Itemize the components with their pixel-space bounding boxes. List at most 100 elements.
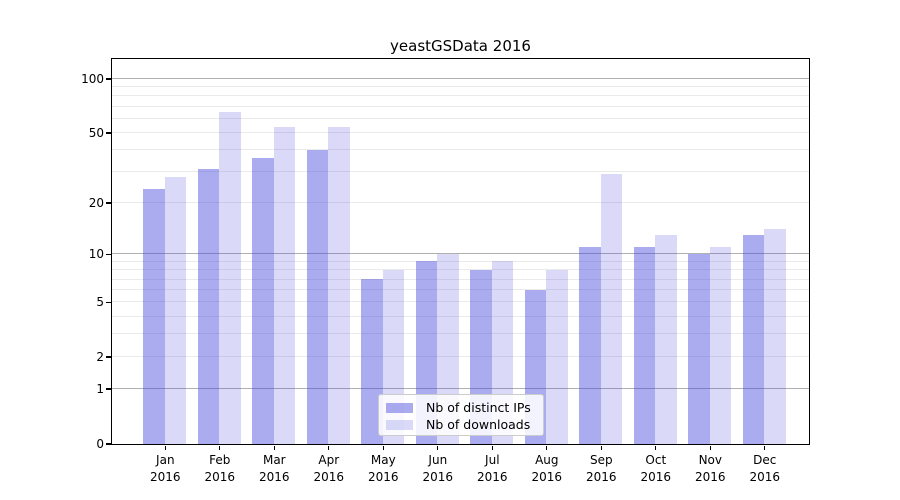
x-tick-year: 2016 — [150, 469, 181, 484]
gridline-5 — [111, 301, 809, 303]
x-tick-year: 2016 — [259, 469, 290, 484]
y-tick-label-5: 5 — [96, 295, 104, 310]
chart-title: yeastGSData 2016 — [390, 37, 531, 55]
x-tick-month: Jun — [428, 453, 448, 467]
x-tick-mark-aug — [546, 445, 548, 450]
x-tick-month: Aug — [535, 453, 559, 467]
x-tick-month: Dec — [753, 453, 777, 467]
x-tick-label-jul: Jul 2016 — [462, 452, 522, 485]
bar-feb-downloads — [219, 112, 241, 444]
legend-swatch-distinct-ips — [386, 402, 413, 413]
gridline-100 — [111, 77, 809, 79]
x-tick-mark-mar — [273, 445, 275, 450]
y-tick-mark-2 — [106, 356, 111, 358]
legend-label-distinct-ips: Nb of distinct IPs — [426, 400, 531, 415]
bar-jan-downloads — [164, 177, 187, 444]
y-tick-mark-100 — [106, 78, 111, 80]
x-tick-mark-apr — [328, 445, 330, 450]
gridline-2 — [111, 356, 809, 358]
bar-dec-downloads — [764, 229, 786, 444]
x-tick-year: 2016 — [586, 469, 617, 484]
x-tick-label-oct: Oct 2016 — [626, 452, 686, 485]
y-tick-label-10: 10 — [88, 247, 104, 262]
x-tick-mark-feb — [219, 445, 221, 450]
x-tick-year: 2016 — [368, 469, 399, 484]
gridline-4 — [111, 315, 809, 317]
legend-swatch-downloads — [386, 419, 413, 430]
x-tick-label-may: May 2016 — [353, 452, 413, 485]
x-tick-mark-sep — [600, 445, 602, 450]
x-tick-year: 2016 — [695, 469, 726, 484]
y-tick-mark-50 — [106, 132, 111, 134]
gridline-3 — [111, 333, 809, 335]
x-tick-mark-may — [382, 445, 384, 450]
x-tick-mark-nov — [709, 445, 711, 450]
y-tick-label-20: 20 — [88, 196, 104, 211]
bar-oct-distinct-ips — [633, 246, 656, 444]
x-tick-month: Oct — [645, 453, 667, 467]
legend: Nb of distinct IPs Nb of downloads — [378, 394, 544, 436]
x-tick-mark-jun — [437, 445, 439, 450]
plot-area — [110, 57, 810, 445]
y-tick-mark-1 — [106, 388, 111, 390]
x-tick-month: May — [370, 453, 396, 467]
legend-item-distinct-ips: Nb of distinct IPs — [379, 399, 543, 416]
gridline-8 — [111, 269, 809, 271]
x-tick-year: 2016 — [313, 469, 345, 484]
y-tick-label-100: 100 — [81, 71, 104, 86]
bar-may-distinct-ips — [361, 279, 383, 444]
bar-nov-downloads — [709, 246, 732, 444]
gridline-60 — [111, 117, 809, 119]
bar-nov-distinct-ips — [688, 253, 710, 444]
bar-mar-downloads — [273, 126, 296, 444]
x-tick-month: Feb — [209, 453, 231, 467]
x-tick-month: Apr — [318, 453, 340, 467]
x-tick-mark-oct — [655, 445, 657, 450]
x-tick-month: Mar — [262, 453, 286, 467]
x-tick-mark-dec — [764, 445, 766, 450]
x-tick-label-sep: Sep 2016 — [571, 452, 631, 485]
x-tick-label-dec: Dec 2016 — [735, 452, 795, 485]
y-tick-mark-0 — [106, 443, 111, 445]
gridline-50 — [111, 132, 809, 134]
x-tick-label-aug: Aug 2016 — [517, 452, 577, 485]
bar-apr-downloads — [328, 126, 350, 444]
y-tick-label-2: 2 — [96, 350, 104, 365]
x-tick-label-nov: Nov 2016 — [680, 452, 740, 485]
gridline-10 — [111, 253, 809, 255]
bar-apr-distinct-ips — [306, 149, 329, 444]
bar-mar-distinct-ips — [252, 157, 274, 444]
y-tick-label-1: 1 — [96, 382, 104, 397]
x-tick-label-mar: Mar 2016 — [244, 452, 304, 485]
gridline-30 — [111, 171, 809, 173]
x-tick-month: Sep — [589, 453, 613, 467]
gridline-20 — [111, 202, 809, 204]
x-tick-month: Nov — [698, 453, 722, 467]
x-tick-month: Jul — [485, 453, 500, 467]
y-tick-mark-10 — [106, 253, 111, 256]
gridline-7 — [111, 278, 809, 280]
x-tick-year: 2016 — [531, 469, 563, 484]
bar-jan-distinct-ips — [143, 188, 165, 444]
x-tick-year: 2016 — [640, 469, 672, 484]
x-tick-year: 2016 — [477, 469, 508, 484]
x-tick-label-jan: Jan 2016 — [135, 452, 195, 485]
x-tick-mark-jul — [491, 445, 493, 450]
x-tick-mark-jan — [164, 445, 166, 450]
gridline-1 — [111, 388, 809, 390]
x-tick-label-feb: Feb 2016 — [190, 452, 250, 485]
bar-dec-distinct-ips — [742, 234, 765, 444]
x-tick-label-apr: Apr 2016 — [299, 452, 359, 485]
y-tick-label-0: 0 — [96, 437, 104, 451]
y-tick-mark-5 — [106, 301, 111, 303]
y-tick-mark-20 — [106, 202, 111, 204]
gridline-9 — [111, 260, 809, 262]
gridline-70 — [111, 105, 809, 107]
bar-oct-downloads — [655, 234, 677, 444]
x-tick-label-jun: Jun 2016 — [408, 452, 468, 485]
legend-item-downloads: Nb of downloads — [379, 416, 543, 433]
x-tick-year: 2016 — [749, 469, 781, 484]
legend-label-downloads: Nb of downloads — [426, 417, 531, 432]
gridline-80 — [111, 95, 809, 97]
